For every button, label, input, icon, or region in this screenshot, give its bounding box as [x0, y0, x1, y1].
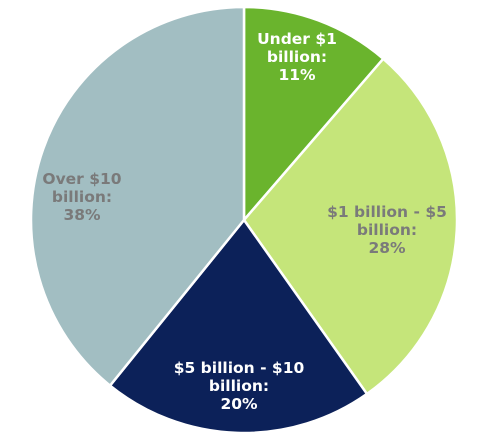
slices-layer	[29, 5, 459, 435]
pie-slice-4	[29, 5, 246, 387]
slice-label-4-line-1: Over $10	[42, 170, 121, 188]
slice-label-2: $1 billion - $5 billion: 28%	[327, 203, 447, 257]
slice-label-1-line-2: billion:	[267, 48, 327, 66]
slice-label-3-line-1: $5 billion - $10	[174, 359, 305, 377]
slice-label-1-line-1: Under $1	[257, 30, 337, 48]
slice-label-3-line-2: billion:	[209, 377, 269, 395]
slice-label-4: Over $10 billion: 38%	[42, 170, 121, 224]
pie-slice-2	[242, 57, 459, 396]
pie-slice-3	[108, 218, 369, 435]
slice-label-3-line-3: 20%	[220, 395, 258, 413]
slice-label-4-line-3: 38%	[63, 206, 101, 224]
slice-label-1: Under $1 billion: 11%	[257, 30, 337, 84]
slice-label-3: $5 billion - $10 billion: 20%	[174, 359, 305, 413]
slice-label-2-line-1: $1 billion - $5	[327, 203, 447, 221]
slice-label-2-line-3: 28%	[368, 239, 406, 257]
slice-label-1-line-3: 11%	[278, 66, 316, 84]
pie-slice-1	[242, 5, 385, 222]
labels-layer: Under $1 billion: 11%$1 billion - $5 billio…	[42, 30, 447, 413]
slice-label-2-line-2: billion:	[357, 221, 417, 239]
slice-label-4-line-2: billion:	[52, 188, 112, 206]
